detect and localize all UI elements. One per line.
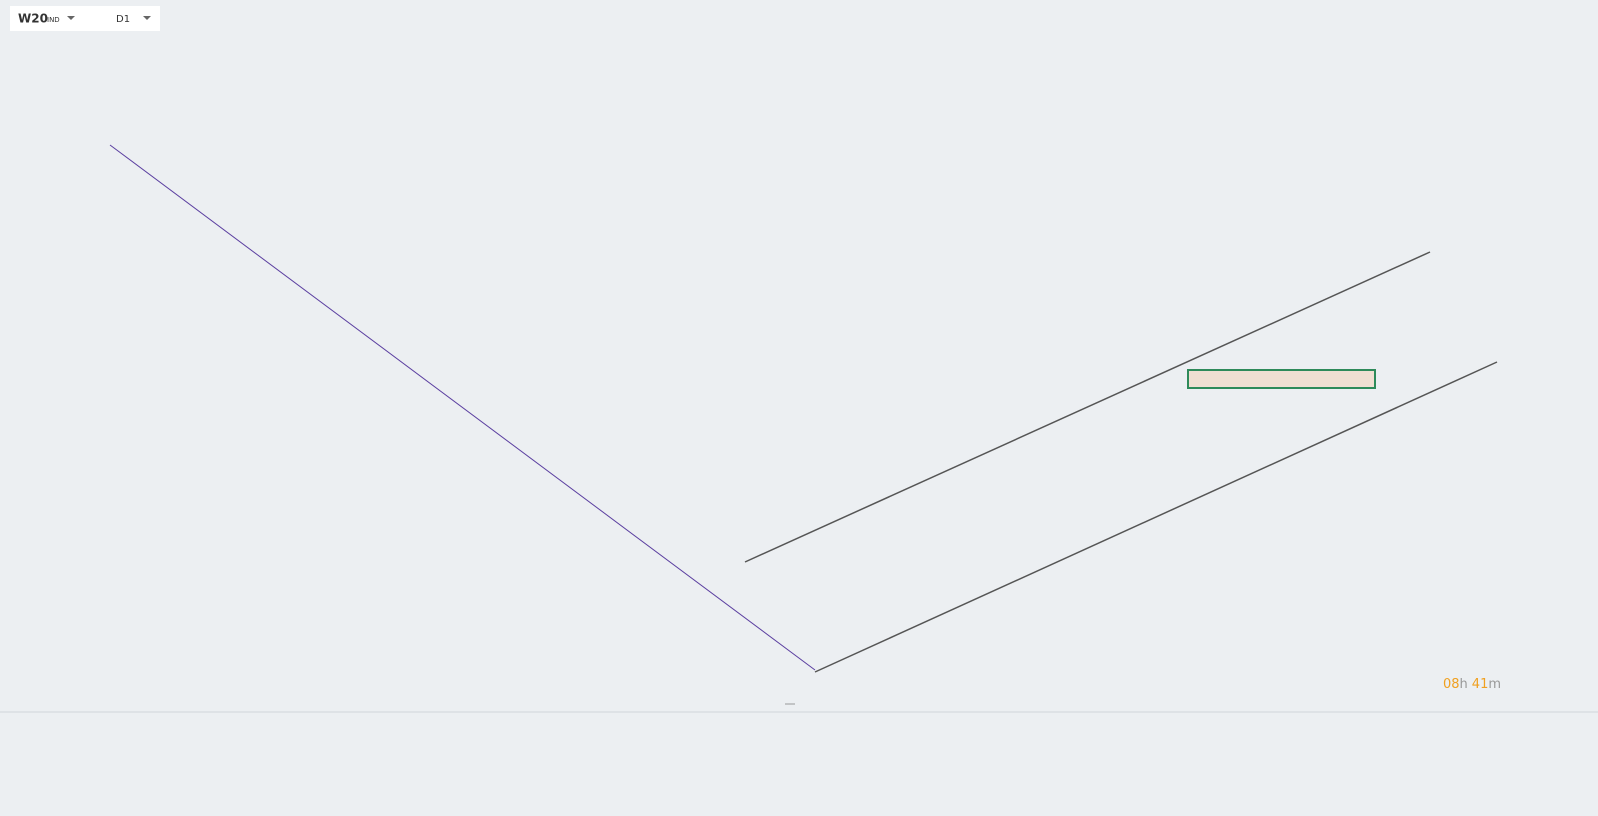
symbol: W20 [18,12,48,26]
dropdown-icon[interactable] [67,16,75,20]
interval: D1 [116,14,130,25]
symbol-box[interactable] [10,6,160,31]
dropdown-icon[interactable] [143,16,151,20]
channel-lower [814,361,1498,673]
unit: h [1460,677,1468,692]
channel-upper [744,251,1431,563]
hours: 08 [1443,677,1460,692]
countdown: 08h 41m [1443,677,1501,692]
down-trendline [109,144,816,671]
zone-box [1187,369,1376,389]
minutes: 41 [1472,677,1489,692]
unit: m [1488,677,1501,692]
market: IND [47,16,60,24]
